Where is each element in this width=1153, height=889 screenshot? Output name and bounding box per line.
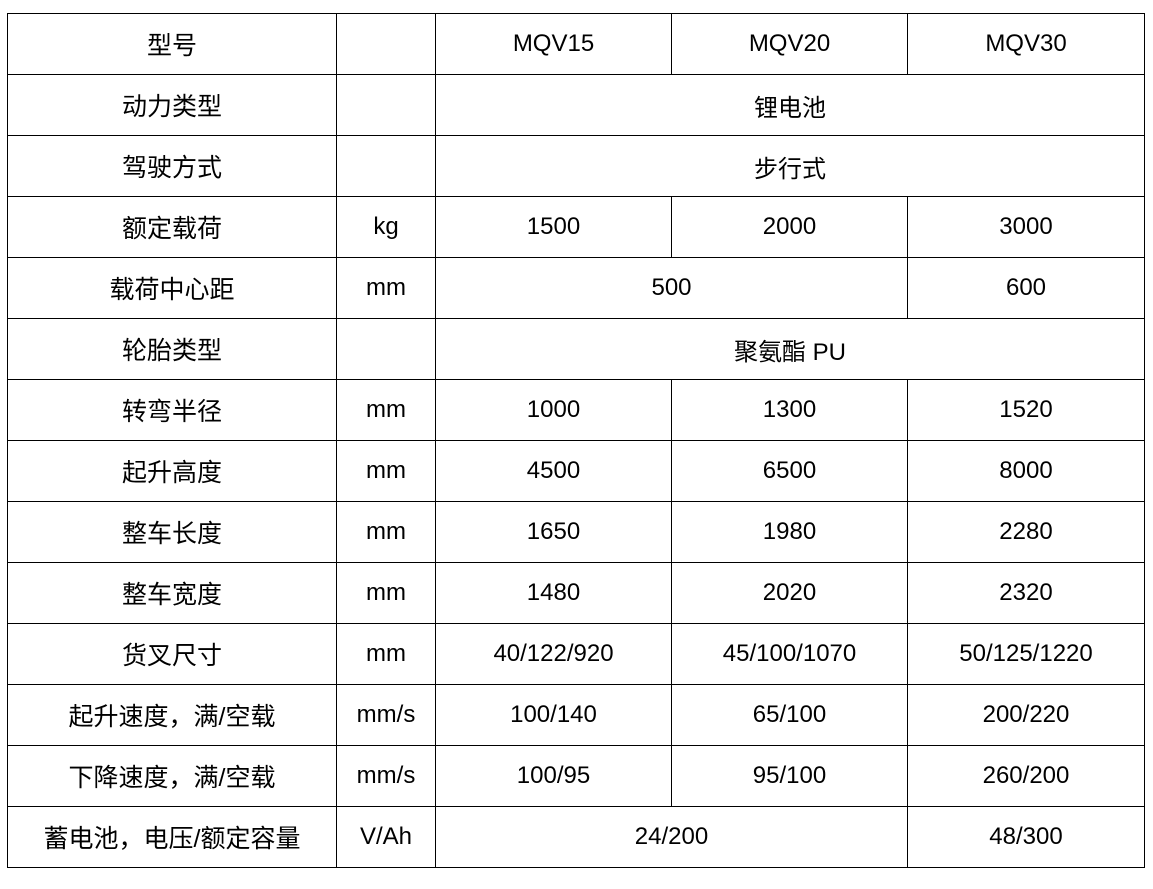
- mqv20-value-cell: 65/100: [671, 684, 908, 746]
- unit-cell: kg: [336, 196, 436, 258]
- row-label-cell: 驾驶方式: [7, 135, 337, 197]
- unit-cell: mm: [336, 562, 436, 624]
- row-label-cell: 动力类型: [7, 74, 337, 136]
- mqv30-value-cell: 8000: [907, 440, 1145, 502]
- merged-value-cell: 锂电池: [435, 74, 1145, 136]
- table-row: 蓄电池，电压/额定容量 V/Ah 24/200 48/300: [7, 806, 1145, 868]
- merged-value-cell: 24/200: [435, 806, 908, 868]
- mqv15-value-cell: 1500: [435, 196, 672, 258]
- unit-cell: [336, 318, 436, 380]
- unit-cell: mm: [336, 501, 436, 563]
- table-row: 下降速度，满/空载 mm/s 100/95 95/100 260/200: [7, 745, 1145, 807]
- table-row: 整车宽度 mm 1480 2020 2320: [7, 562, 1145, 624]
- mqv30-value-cell: 600: [907, 257, 1145, 319]
- mqv30-value-cell: 50/125/1220: [907, 623, 1145, 685]
- table-row: 动力类型 锂电池: [7, 74, 1145, 136]
- row-label-cell: 起升速度，满/空载: [7, 684, 337, 746]
- mqv20-value-cell: 1300: [671, 379, 908, 441]
- mqv15-value-cell: 4500: [435, 440, 672, 502]
- table-row: 驾驶方式 步行式: [7, 135, 1145, 197]
- mqv15-value-cell: 100/140: [435, 684, 672, 746]
- merged-value-cell: 聚氨酯 PU: [435, 318, 1145, 380]
- table-row: 载荷中心距 mm 500 600: [7, 257, 1145, 319]
- row-label-cell: 货叉尺寸: [7, 623, 337, 685]
- row-label-cell: 额定载荷: [7, 196, 337, 258]
- header-row: 型号 MQV15 MQV20 MQV30: [7, 13, 1145, 75]
- table-row: 起升高度 mm 4500 6500 8000: [7, 440, 1145, 502]
- row-label-cell: 整车宽度: [7, 562, 337, 624]
- mqv15-value-cell: 1650: [435, 501, 672, 563]
- mqv15-value-cell: 40/122/920: [435, 623, 672, 685]
- unit-cell: [336, 74, 436, 136]
- mqv20-value-cell: 6500: [671, 440, 908, 502]
- mqv30-value-cell: 2320: [907, 562, 1145, 624]
- mqv20-value-cell: 45/100/1070: [671, 623, 908, 685]
- row-label-cell: 转弯半径: [7, 379, 337, 441]
- spec-table: 型号 MQV15 MQV20 MQV30 动力类型 锂电池 驾驶方式 步行式 额定载荷 kg 150…: [7, 13, 1145, 868]
- mqv30-value-cell: 1520: [907, 379, 1145, 441]
- mqv20-value-cell: 1980: [671, 501, 908, 563]
- unit-cell: mm/s: [336, 684, 436, 746]
- mqv15-value-cell: 100/95: [435, 745, 672, 807]
- model-header: MQV20: [671, 13, 908, 75]
- mqv30-value-cell: 48/300: [907, 806, 1145, 868]
- row-label-cell: 起升高度: [7, 440, 337, 502]
- unit-cell: [336, 135, 436, 197]
- table-row: 轮胎类型 聚氨酯 PU: [7, 318, 1145, 380]
- table-row: 整车长度 mm 1650 1980 2280: [7, 501, 1145, 563]
- model-header: MQV15: [435, 13, 672, 75]
- row-label-cell: 整车长度: [7, 501, 337, 563]
- model-header: MQV30: [907, 13, 1145, 75]
- mqv30-value-cell: 260/200: [907, 745, 1145, 807]
- unit-cell: mm: [336, 623, 436, 685]
- mqv20-value-cell: 2020: [671, 562, 908, 624]
- mqv20-value-cell: 2000: [671, 196, 908, 258]
- row-label-cell: 轮胎类型: [7, 318, 337, 380]
- mqv15-value-cell: 1000: [435, 379, 672, 441]
- spec-table-body: 型号 MQV15 MQV20 MQV30 动力类型 锂电池 驾驶方式 步行式 额定载荷 kg 150…: [7, 13, 1145, 868]
- mqv30-value-cell: 3000: [907, 196, 1145, 258]
- unit-cell: mm: [336, 257, 436, 319]
- table-row: 额定载荷 kg 1500 2000 3000: [7, 196, 1145, 258]
- table-row: 起升速度，满/空载 mm/s 100/140 65/100 200/220: [7, 684, 1145, 746]
- merged-value-cell: 步行式: [435, 135, 1145, 197]
- mqv30-value-cell: 2280: [907, 501, 1145, 563]
- merged-value-cell: 500: [435, 257, 908, 319]
- table-row: 货叉尺寸 mm 40/122/920 45/100/1070 50/125/1220: [7, 623, 1145, 685]
- row-label-cell: 下降速度，满/空载: [7, 745, 337, 807]
- unit-cell: mm: [336, 379, 436, 441]
- unit-cell: mm: [336, 440, 436, 502]
- unit-cell: V/Ah: [336, 806, 436, 868]
- table-row: 转弯半径 mm 1000 1300 1520: [7, 379, 1145, 441]
- row-label-cell: 载荷中心距: [7, 257, 337, 319]
- row-label-cell: 蓄电池，电压/额定容量: [7, 806, 337, 868]
- mqv20-value-cell: 95/100: [671, 745, 908, 807]
- unit-cell: mm/s: [336, 745, 436, 807]
- row-label-cell: 型号: [7, 13, 337, 75]
- unit-cell: [336, 13, 436, 75]
- mqv30-value-cell: 200/220: [907, 684, 1145, 746]
- mqv15-value-cell: 1480: [435, 562, 672, 624]
